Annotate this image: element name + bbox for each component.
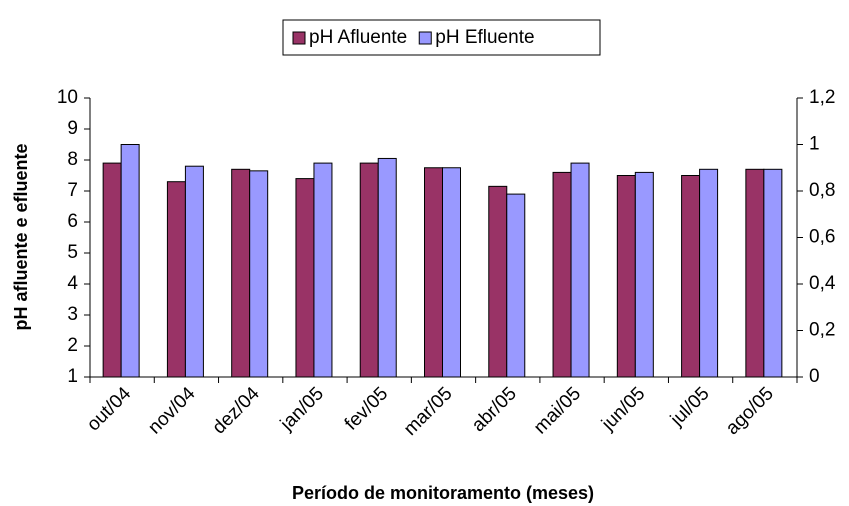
y2-tick-label: 1 (809, 134, 820, 155)
y-tick-label: 3 (67, 304, 78, 325)
x-tick-label: mai/05 (530, 383, 585, 438)
bar (552, 171, 572, 378)
x-tick-label: fev/05 (341, 383, 392, 434)
bar (295, 178, 315, 378)
bar (120, 144, 140, 378)
x-tick-label: jun/05 (597, 383, 649, 435)
x-tick-label: nov/04 (144, 383, 199, 438)
bar (184, 165, 204, 378)
bar (231, 168, 251, 378)
bar (424, 167, 443, 378)
x-tick-label: jan/05 (276, 383, 328, 435)
y2-tick-label: 0,8 (809, 180, 835, 201)
bar (102, 162, 122, 378)
bar (488, 185, 508, 378)
x-tick-label: ago/05 (722, 383, 778, 439)
legend-label: pH Efluente (435, 27, 534, 48)
bar (377, 157, 397, 378)
bar (442, 167, 461, 378)
y2-tick-label: 0 (809, 366, 820, 387)
bar (634, 171, 654, 378)
x-tick-label: jul/05 (666, 383, 714, 431)
y-tick-label: 2 (67, 335, 78, 356)
x-tick-label: out/04 (83, 383, 136, 436)
bar (570, 162, 590, 378)
y2-tick-label: 1,2 (809, 87, 835, 108)
x-tick-label: dez/04 (209, 383, 264, 438)
y-tick-label: 6 (67, 211, 78, 232)
legend-swatch (418, 31, 432, 45)
x-axis-label: Período de monitoramento (meses) (292, 483, 594, 503)
y-tick-label: 1 (67, 366, 78, 387)
bar (313, 162, 333, 378)
y2-tick-label: 0,6 (809, 227, 835, 248)
legend-label: pH Afluente (309, 27, 407, 48)
y-tick-label: 10 (57, 87, 78, 108)
bar (763, 168, 783, 378)
y-tick-label: 9 (67, 118, 78, 139)
bar (249, 170, 269, 378)
bar (506, 193, 526, 378)
legend-swatch (292, 31, 306, 45)
bar (166, 181, 186, 378)
x-tick-label: mar/05 (400, 383, 457, 440)
y-tick-label: 8 (67, 149, 78, 170)
bar (681, 175, 701, 378)
y2-tick-label: 0,2 (809, 320, 835, 341)
bar (616, 175, 636, 378)
bar (745, 168, 765, 378)
y-tick-label: 7 (67, 180, 78, 201)
legend-box (282, 19, 601, 56)
y2-tick-label: 0,4 (809, 273, 836, 294)
bar (359, 162, 379, 378)
y-axis-label: pH afluente e efluente (11, 143, 31, 330)
x-tick-label: abr/05 (468, 383, 521, 436)
y-tick-label: 5 (67, 242, 78, 263)
y-tick-label: 4 (67, 273, 78, 294)
bar (699, 168, 719, 378)
